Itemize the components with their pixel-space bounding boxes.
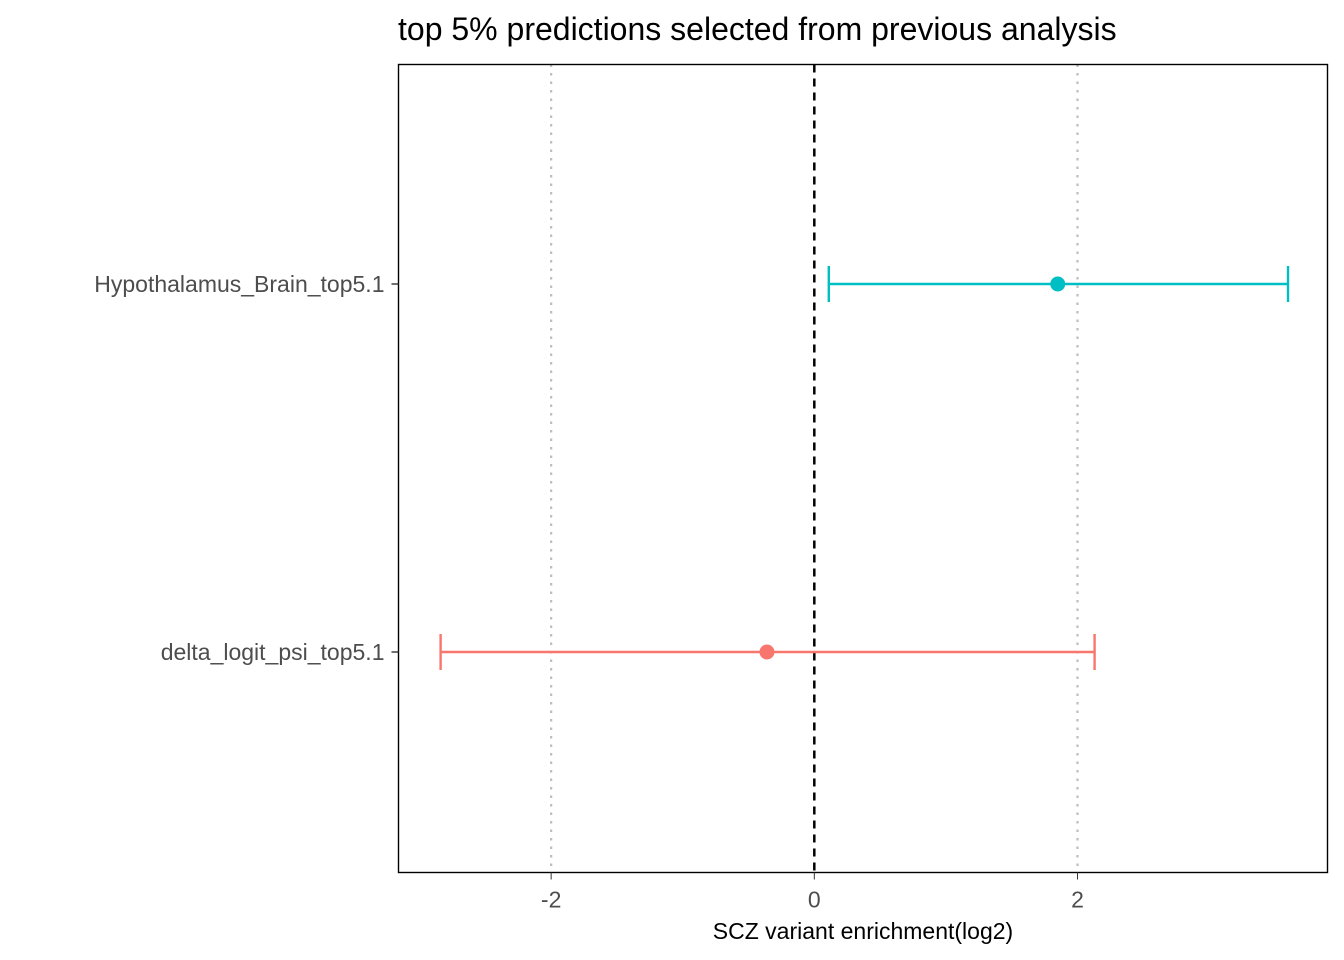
plot-panel-border: [397, 63, 1329, 874]
x-tick-label: 0: [808, 887, 821, 913]
x-tick-label: -2: [541, 887, 561, 913]
x-axis-ticks: -2 0 2: [541, 872, 1084, 913]
estimate-marks: [439, 266, 1290, 670]
estimate-point: [759, 644, 775, 660]
estimate-point: [1050, 276, 1066, 292]
x-tick-label: 2: [1071, 887, 1084, 913]
y-axis-ticks: Hypothalamus_Brain_top5.1 delta_logit_psi…: [94, 271, 399, 665]
grid-lines: [550, 64, 1079, 873]
chart-title: top 5% predictions selected from previou…: [398, 11, 1117, 47]
estimate-row: [827, 266, 1290, 302]
y-tick-label: Hypothalamus_Brain_top5.1: [94, 271, 384, 297]
x-axis-label: SCZ variant enrichment(log2): [713, 918, 1013, 944]
estimate-row: [439, 634, 1096, 670]
y-tick-label: delta_logit_psi_top5.1: [161, 639, 385, 665]
